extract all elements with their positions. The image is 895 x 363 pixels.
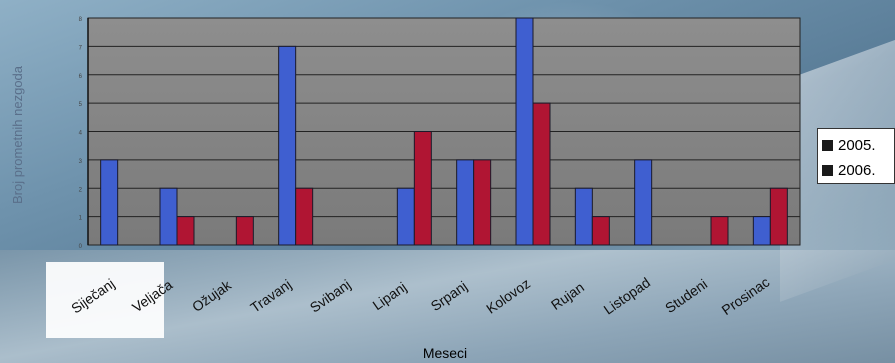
y-tick-label: 0 [79, 244, 83, 250]
bar-2006 [473, 159, 492, 246]
bar-2005 [159, 187, 178, 246]
y-tick-label: 3 [79, 159, 83, 165]
y-tick-label: 5 [79, 102, 83, 108]
x-label-panel [46, 262, 164, 338]
bar-2005 [752, 216, 771, 246]
x-axis-ticks: Siječanj Veljača Ožujak Travanj Svibanj Lipan… [46, 262, 772, 338]
bar-2005 [278, 45, 297, 246]
legend-swatch-2006 [822, 164, 833, 176]
y-tick-label: 2 [79, 187, 83, 193]
y-axis-label: Broj prometnih nezgoda [10, 65, 25, 204]
x-tick-label: Studeni [662, 276, 710, 316]
bar-2006 [413, 131, 432, 246]
x-tick-label: Ožujak [189, 276, 235, 315]
bar-2005 [456, 159, 475, 246]
y-tick-label: 6 [79, 74, 83, 80]
x-tick-label: Srpanj [428, 278, 470, 314]
x-tick-label: Rujan [548, 279, 587, 313]
x-axis-label: Meseci [423, 345, 467, 361]
y-tick-label: 1 [79, 216, 83, 222]
x-tick-label: Travanj [247, 276, 294, 316]
y-tick-label: 7 [79, 45, 83, 51]
y-tick-label: 4 [79, 131, 83, 137]
bar-2006 [176, 216, 195, 246]
legend-swatch-2005 [822, 139, 833, 151]
bar-2005 [100, 159, 119, 246]
legend: 2005. 2006. [817, 128, 895, 184]
plot-area [87, 17, 801, 246]
bar-2006 [235, 216, 254, 246]
bar-2006 [295, 187, 314, 246]
bar-2006 [710, 216, 729, 246]
bar-2005 [515, 17, 534, 246]
bar-2005 [634, 159, 653, 246]
legend-item-2005: 2005. [822, 135, 876, 155]
x-tick-label: Lipanj [370, 279, 410, 314]
x-tick-label: Svibanj [307, 276, 354, 315]
bar-2006 [769, 187, 788, 246]
legend-label-2005: 2005. [838, 136, 876, 154]
x-tick-label: Kolovoz [483, 275, 533, 317]
legend-item-2006: 2006. [822, 160, 876, 180]
x-tick-label: Prosinac [719, 274, 773, 318]
bar-2006 [532, 102, 551, 246]
y-axis-ticks: 0 1 2 3 4 5 6 7 8 [79, 17, 83, 250]
bar-2005 [574, 187, 593, 246]
legend-label-2006: 2006. [838, 161, 876, 179]
y-tick-label: 8 [79, 17, 83, 23]
x-tick-label: Listopad [601, 274, 654, 317]
bar-2006 [591, 216, 610, 246]
bars [100, 17, 788, 246]
bar-2005 [396, 187, 415, 246]
